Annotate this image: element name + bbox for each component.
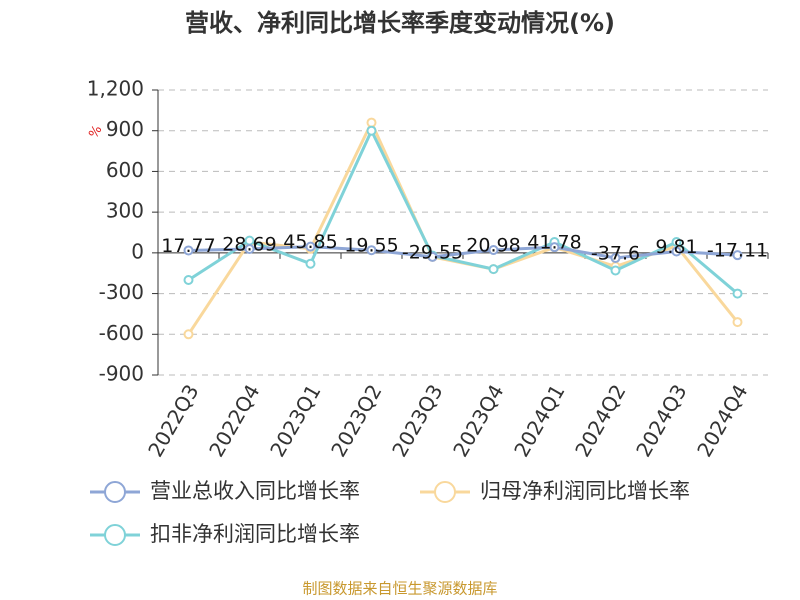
data-point [671,246,682,257]
data-point [732,250,743,261]
x-tick-label: 2023Q4 [448,380,508,461]
data-point [488,264,499,275]
data-label: 45.85 [283,231,337,253]
y-tick-label: -300 [99,280,144,304]
data-point [183,329,194,340]
data-point [427,251,438,262]
legend-label: 营业总收入同比增长率 [150,479,360,503]
data-label: -29.55 [402,241,463,263]
source-note: 制图数据来自恒生聚源数据库 [302,580,497,598]
data-point [183,275,194,285]
data-point [549,242,560,253]
x-tick-label: 2023Q2 [326,380,386,461]
data-point [305,241,316,252]
x-tick-label: 2023Q1 [265,380,325,461]
legend-marker [434,481,456,503]
data-point [244,243,255,254]
x-tick-label: 2022Q3 [143,380,203,461]
y-tick-label: 300 [106,199,144,223]
data-label: 19.55 [344,235,398,257]
x-tick-label: 2024Q2 [570,380,630,461]
data-point [732,317,743,328]
data-label: 20.98 [466,235,520,257]
data-point [488,245,499,256]
data-point [732,288,743,299]
y-tick-label: 900 [106,117,144,141]
data-point [610,265,621,276]
data-label: 28.69 [222,233,276,255]
data-point [366,125,377,136]
legend-item: 归母净利润同比增长率 [420,479,690,503]
data-label: 41.78 [527,232,581,254]
data-point [610,252,621,263]
data-point [671,237,682,247]
data-point [366,117,377,128]
chart-title: 营收、净利同比增长率季度变动情况(%) [185,9,615,37]
legend-label: 归母净利润同比增长率 [480,479,690,503]
data-label: 17.77 [161,235,215,257]
data-point [183,245,194,256]
legend-marker [104,524,126,546]
y-tick-label: 1,200 [87,77,144,101]
data-label: -17.11 [707,240,768,262]
data-point [366,245,377,256]
legend-label: 扣非净利润同比增长率 [150,522,360,546]
data-label: 9.81 [655,236,697,258]
legend-marker [104,481,126,503]
y-tick-label: -600 [99,321,144,345]
y-tick-label: 0 [131,239,144,263]
series-line [188,245,738,260]
x-tick-label: 2024Q1 [509,380,569,461]
data-label: -37.6 [591,242,640,264]
legend-item: 营业总收入同比增长率 [90,479,360,503]
data-point [305,258,316,269]
x-tick-label: 2022Q4 [204,380,264,461]
x-tick-label: 2023Q3 [387,380,447,461]
y-tick-label: -900 [99,362,144,386]
y-unit: % [86,123,105,141]
y-tick-label: 600 [106,158,144,182]
x-tick-label: 2024Q3 [631,380,691,461]
series-line [187,119,739,336]
x-tick-label: 2024Q4 [692,380,752,461]
legend-item: 扣非净利润同比增长率 [90,522,360,546]
